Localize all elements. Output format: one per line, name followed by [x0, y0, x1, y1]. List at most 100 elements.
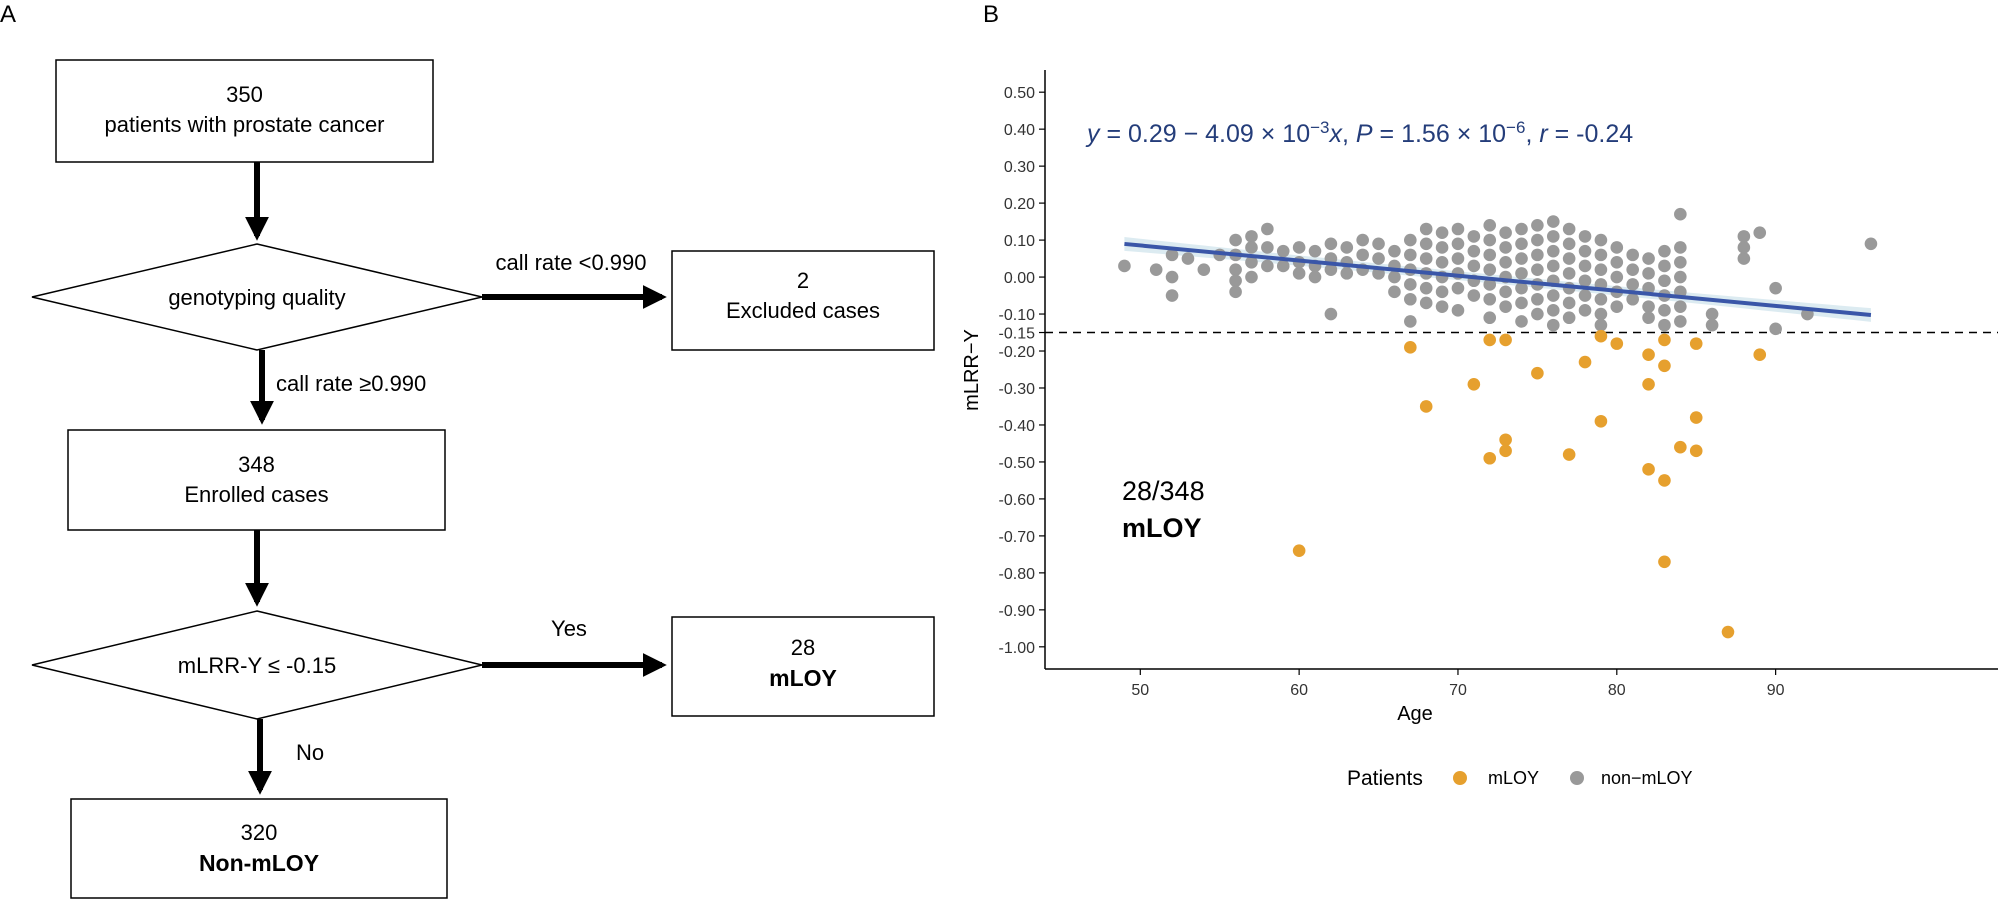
legend: Patients mLOY non−mLOY — [1347, 767, 1693, 790]
non-mloy-point — [1435, 226, 1449, 239]
non-mloy-point — [1165, 289, 1179, 302]
mloy-point — [1499, 433, 1512, 447]
eq-sep2: , — [1525, 120, 1539, 148]
y-tick-label: 0.40 — [1004, 122, 1035, 139]
y-tick-label: 0.30 — [1004, 159, 1035, 176]
non-mloy-point — [1435, 285, 1449, 299]
non-mloy-point — [1674, 315, 1687, 328]
mloy-point — [1483, 333, 1497, 347]
panel-a: A 350 patients with prostate cancer geno… — [0, 1, 935, 899]
non-mloy-point — [1181, 252, 1195, 265]
y-tick-label: 0.10 — [1004, 233, 1035, 250]
regression-equation: y = 0.29 − 4.09 × 10−3x, P = 1.56 × 10−6… — [1085, 118, 1633, 149]
non-mloy-point — [1419, 222, 1433, 236]
eq-exp1: −3 — [1310, 118, 1329, 137]
non-mloy-point — [1610, 300, 1624, 313]
non-mloy-point — [1737, 230, 1751, 243]
non-mloy-point — [1261, 259, 1274, 273]
non-mloy-point — [1483, 248, 1497, 262]
y-tick-label: 0.20 — [1004, 196, 1035, 213]
non-mloy-point — [1515, 252, 1528, 265]
x-axis-title: Age — [1397, 703, 1433, 725]
legend-mloy-label: mLOY — [1488, 768, 1539, 788]
non-mloy-point — [1435, 255, 1449, 269]
non-mloy-point — [1404, 248, 1417, 262]
non-mloy-point — [1626, 278, 1639, 291]
non-mloy-point — [1562, 267, 1576, 280]
non-mloy-point — [1737, 252, 1751, 265]
non-mloy-point — [1245, 255, 1258, 269]
mloy-box-text: mLOY — [769, 665, 837, 691]
non-mloy-point — [1276, 244, 1290, 258]
x-tick-label: 60 — [1290, 682, 1308, 699]
non-mloy-point — [1467, 259, 1481, 273]
y-tick-label: -0.20 — [999, 344, 1036, 361]
mloy-point — [1658, 555, 1671, 569]
non-mloy-point — [1674, 207, 1687, 221]
non-mloy-point — [1292, 267, 1306, 280]
non-mloy-point — [1658, 304, 1671, 317]
non-mloy-point — [1483, 218, 1497, 232]
non-mloy-point — [1483, 292, 1497, 306]
non-mloy-point — [1340, 267, 1354, 280]
non-mloy-point — [1769, 322, 1782, 336]
non-mloy-point — [1451, 281, 1465, 295]
non-mloy-point — [1594, 307, 1608, 321]
non-mloy-point — [1642, 311, 1655, 325]
include-condition-label: call rate ≥0.990 — [276, 371, 426, 396]
non-mloy-point — [1276, 259, 1290, 273]
non-mloy-point — [1372, 252, 1385, 265]
x-tick-label: 80 — [1608, 682, 1626, 699]
non-mloy-point — [1324, 237, 1338, 251]
non-mloy-point — [1546, 289, 1560, 302]
mloy-point — [1753, 348, 1767, 362]
count-annotation-label: mLOY — [1122, 513, 1202, 543]
enrolled-box: 348 Enrolled cases — [67, 429, 446, 531]
y-tick-label: 0.00 — [1004, 270, 1035, 287]
scatter-points — [1118, 207, 1878, 639]
eq-p: P — [1356, 120, 1373, 148]
legend-nonmloy-label: non−mLOY — [1601, 768, 1693, 788]
excluded-box: 2 Excluded cases — [671, 250, 935, 351]
y-tick-label: -0.50 — [999, 455, 1036, 472]
non-mloy-point — [1435, 241, 1449, 254]
mloy-point — [1499, 444, 1512, 458]
non-mloy-point — [1578, 259, 1592, 273]
non-mloy-point — [1546, 244, 1560, 258]
non-mloy-point — [1546, 304, 1560, 317]
exclude-condition-label: call rate <0.990 — [495, 250, 646, 275]
non-mloy-point — [1642, 300, 1655, 313]
eq-sep1: , — [1342, 120, 1356, 148]
eq-part1: = 0.29 − 4.09 × 10 — [1100, 120, 1311, 148]
non-mloy-point — [1499, 241, 1512, 254]
mloy-point — [1610, 337, 1624, 350]
count-annotation: 28/348 — [1122, 476, 1205, 506]
non-mloy-point — [1515, 296, 1528, 310]
x-tick-label: 70 — [1449, 682, 1467, 699]
non-mloy-point — [1308, 244, 1322, 258]
nonmloy-box: 320 Non-mLOY — [70, 798, 448, 899]
non-mloy-point — [1531, 292, 1544, 306]
non-mloy-point — [1515, 315, 1528, 328]
non-mloy-point — [1388, 244, 1401, 258]
non-mloy-point — [1594, 233, 1608, 247]
non-mloy-point — [1483, 311, 1497, 325]
non-mloy-point — [1674, 270, 1687, 284]
non-mloy-point — [1229, 263, 1242, 276]
mloy-point — [1642, 348, 1655, 362]
eq-x: x — [1329, 120, 1344, 148]
non-mloy-point — [1499, 285, 1512, 299]
non-mloy-point — [1610, 270, 1624, 284]
non-mloy-point — [1705, 307, 1719, 321]
y-tick-label: -0.60 — [999, 492, 1036, 509]
quality-decision: genotyping quality — [31, 243, 483, 351]
non-mloy-point — [1658, 244, 1671, 258]
mloy-box-count: 28 — [791, 635, 815, 660]
non-mloy-point — [1404, 315, 1417, 328]
non-mloy-point — [1324, 263, 1338, 276]
non-mloy-point — [1626, 292, 1639, 306]
mloy-point — [1689, 444, 1703, 458]
non-mloy-point — [1308, 270, 1322, 284]
non-mloy-point — [1404, 292, 1417, 306]
